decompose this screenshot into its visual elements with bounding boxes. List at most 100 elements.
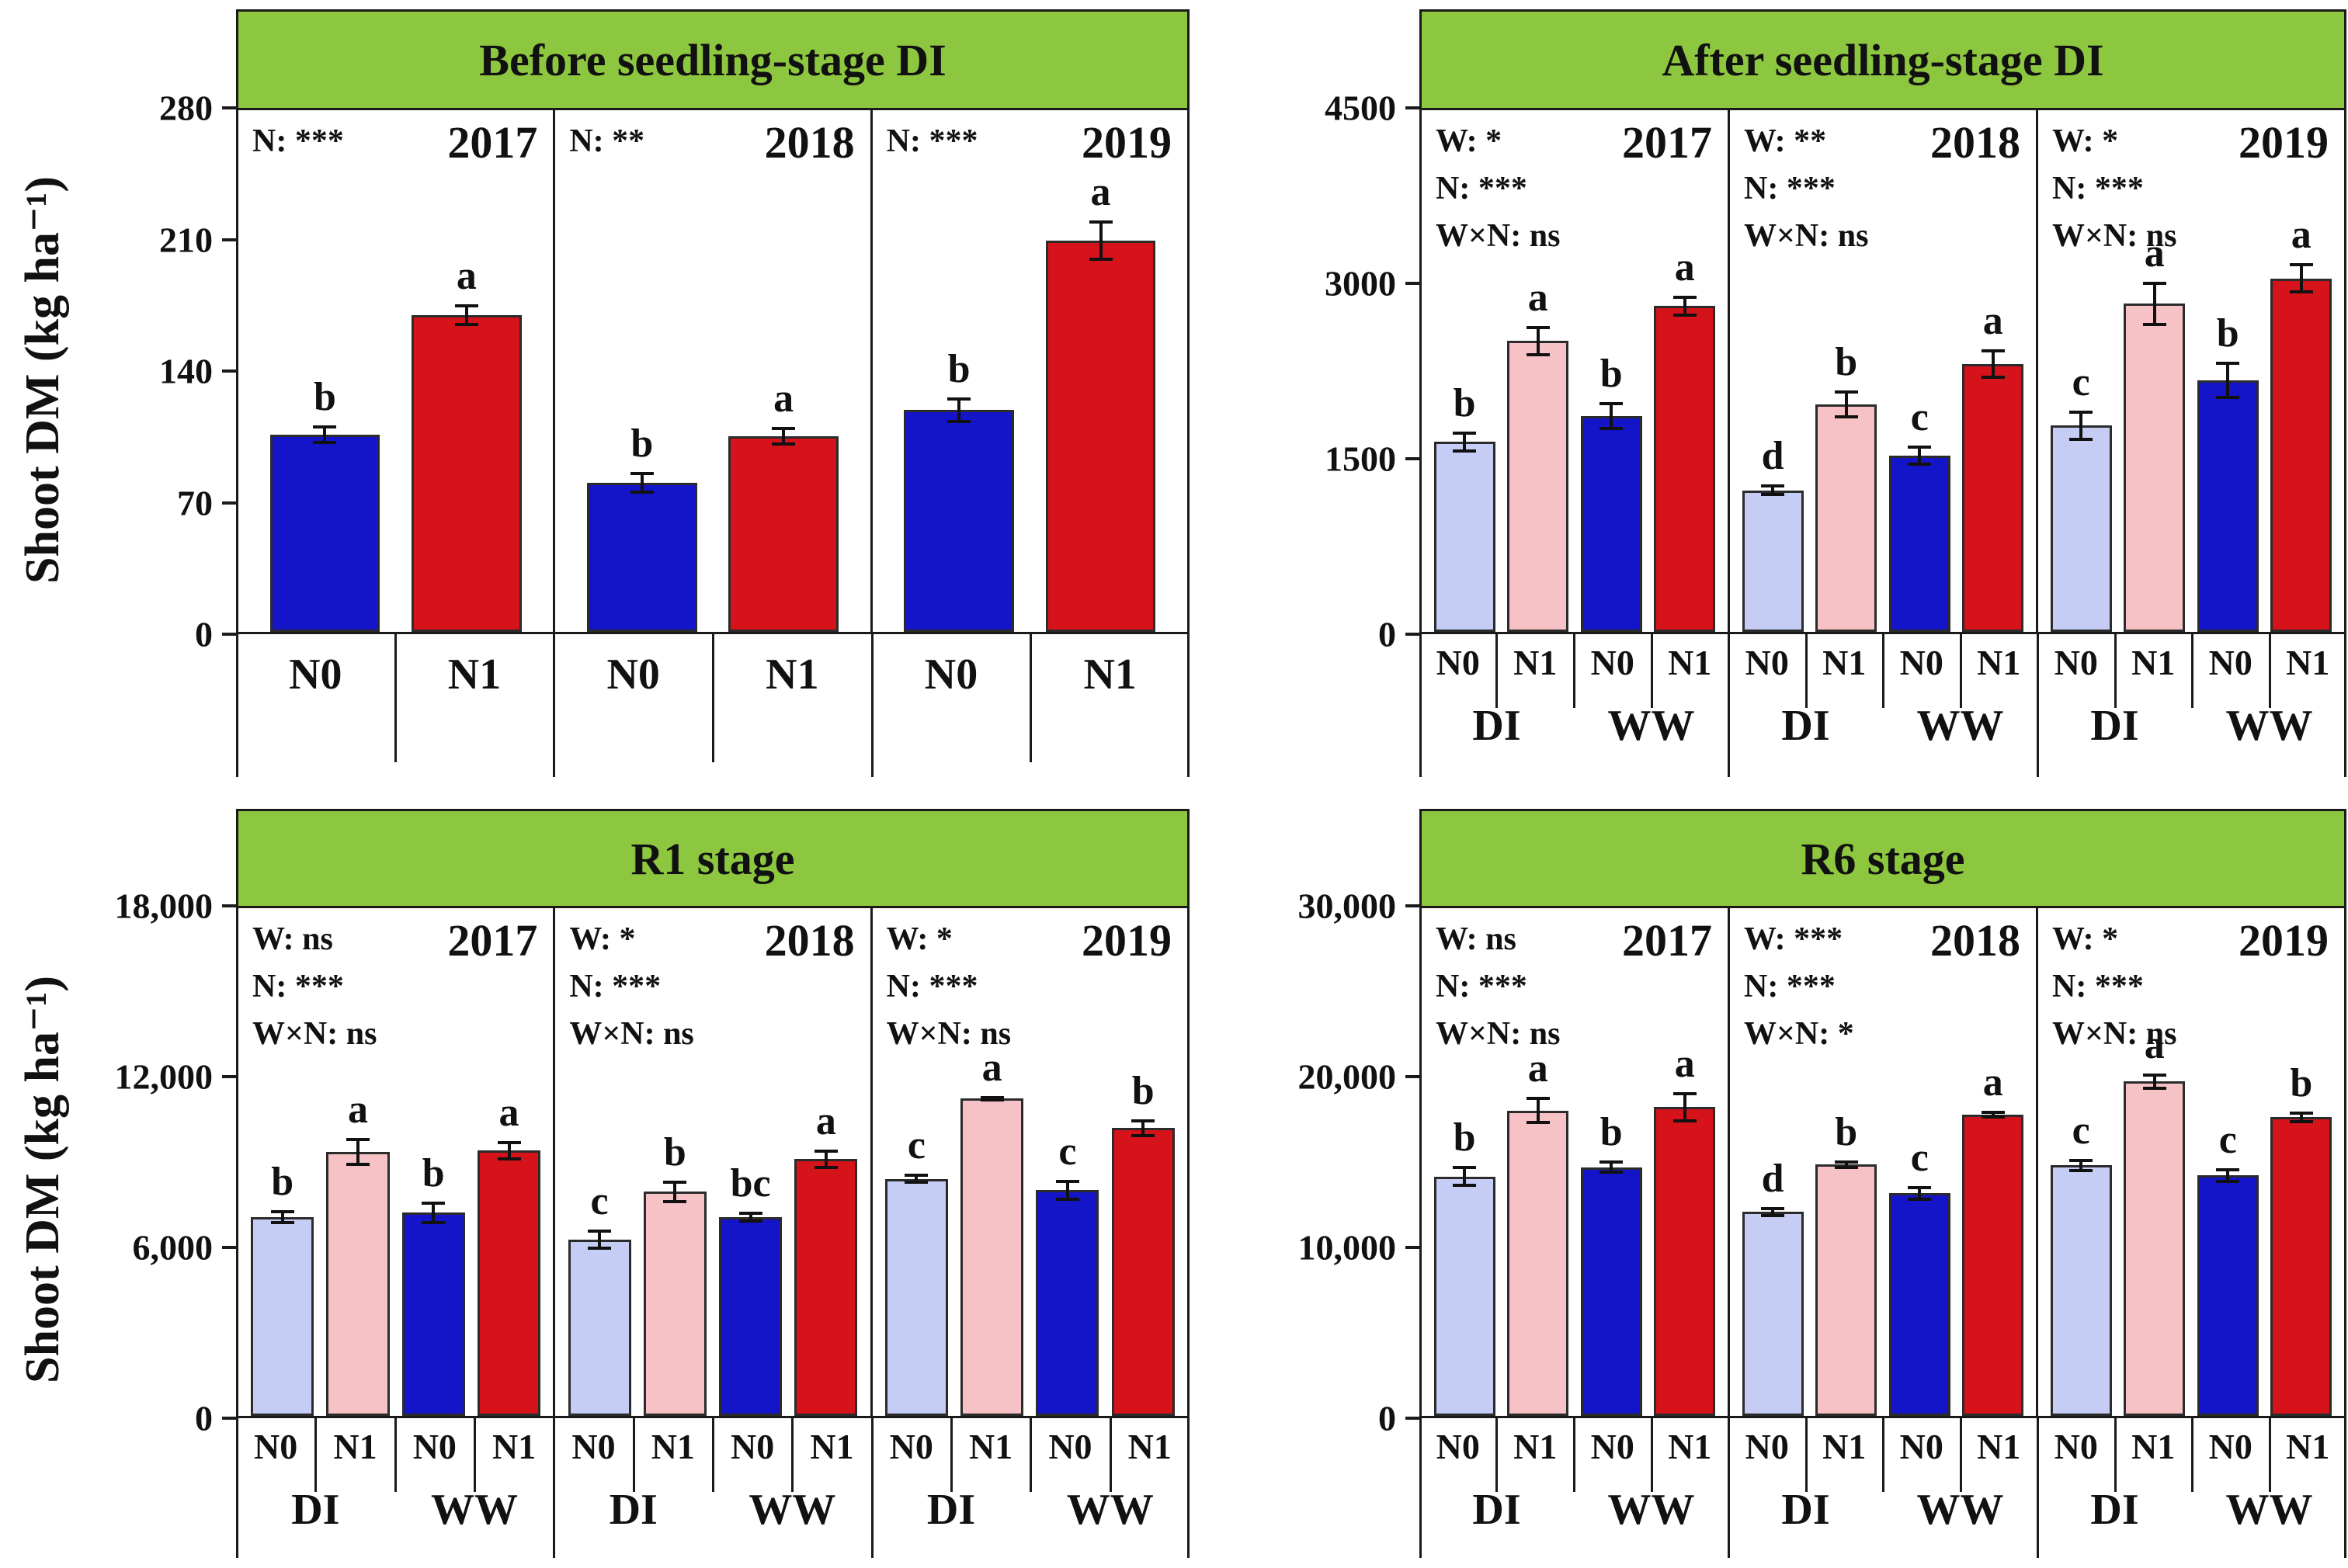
anova-stats: W: * N: *** W×N: ns xyxy=(1436,118,1560,260)
x-separator-year xyxy=(2344,634,2346,777)
year-subpanel-2017: N: *** 2017 b a xyxy=(238,110,553,632)
error-bar-cap-top xyxy=(270,1209,294,1213)
error-bar xyxy=(2142,1073,2166,1091)
error-bar-cap-top xyxy=(422,1201,446,1205)
y-tick-mark xyxy=(222,238,236,241)
error-bar-cap-top xyxy=(2289,263,2313,267)
bars-group: d b c a xyxy=(1730,110,2036,632)
significance-letter: d xyxy=(1761,1156,1784,1201)
error-bar-line xyxy=(1918,445,1922,467)
bar-DI-N1: a xyxy=(1507,276,1569,632)
x-separator-minor xyxy=(394,1418,397,1492)
error-bar-cap-bottom xyxy=(2289,1119,2313,1123)
anova-stat-line: W×N: ns xyxy=(252,1015,377,1052)
significance-letter: c xyxy=(1058,1129,1077,1174)
x-label-WW-N1: N1 xyxy=(1127,1427,1172,1466)
bar-WW-N1: a xyxy=(2270,213,2332,632)
error-bar-cap-top xyxy=(2216,362,2240,366)
error-bar xyxy=(1981,1110,2005,1119)
significance-letter: b xyxy=(2290,1060,2313,1105)
x-separator-year xyxy=(1727,634,1730,777)
error-bar-line xyxy=(1683,295,1686,317)
n-treatment-row: N0 N1 N0 N1 N0 N1 xyxy=(236,634,1190,720)
y-tick-mark xyxy=(222,904,236,907)
x-label-WW-N1: N1 xyxy=(2286,1427,2330,1466)
bar-WW-N0: c xyxy=(1888,1136,1950,1416)
significance-letter: b xyxy=(947,346,971,391)
x-label-DI-N0: N0 xyxy=(1745,643,1789,682)
error-bar-line xyxy=(782,427,786,446)
x-group-label-DI: DI xyxy=(1472,1486,1521,1534)
year-label: 2017 xyxy=(447,117,538,168)
y-tick-label: 0 xyxy=(195,614,213,654)
significance-letter: b xyxy=(1835,1109,1858,1154)
error-bar xyxy=(905,1174,929,1185)
error-bar xyxy=(2289,263,2313,293)
error-bar xyxy=(1672,1091,1697,1122)
x-separator-year xyxy=(870,634,874,777)
year-label: 2017 xyxy=(1622,117,1712,168)
x-label-WW-N1: N1 xyxy=(1977,1427,2021,1466)
year-label: 2019 xyxy=(1081,915,1172,966)
error-bar-line xyxy=(1918,1185,1922,1202)
y-axis-ticks: 0 10,000 20,000 30,000 xyxy=(1275,886,1419,1438)
water-treatment-row: DI WW DI WW DI WW xyxy=(1419,696,2346,774)
error-bar-cap-bottom xyxy=(1453,449,1477,453)
error-bar xyxy=(1526,325,1550,356)
significance-letter: a xyxy=(1527,1046,1548,1091)
y-tick-mark xyxy=(1405,904,1419,907)
bars-group: d b c a xyxy=(1730,908,2036,1416)
x-separator-minor xyxy=(2114,1418,2117,1492)
bar-N0: b xyxy=(269,375,380,632)
error-bar-cap-top xyxy=(814,1149,838,1153)
anova-stat-line: W×N: ns xyxy=(2052,1015,2177,1052)
y-tick-label: 6,000 xyxy=(132,1227,214,1268)
year-subpanel-2017: W: ns N: *** W×N: ns 2017 b a b a xyxy=(1422,908,1728,1416)
plot-area-r1-stage: W: ns N: *** W×N: ns 2017 b a b a W: * N: *** W×N:… xyxy=(236,906,1190,1418)
x-label-N1: N1 xyxy=(766,650,819,699)
error-bar-cap-top xyxy=(1453,1166,1477,1170)
x-separator-minor xyxy=(712,1418,714,1492)
error-bar-line xyxy=(2299,263,2303,293)
error-bar-line xyxy=(356,1138,359,1167)
error-bar-line xyxy=(2079,1158,2083,1173)
error-bar xyxy=(947,397,971,424)
significance-letter: d xyxy=(1761,434,1784,479)
error-bar-line xyxy=(464,304,468,327)
error-bar-line xyxy=(598,1230,602,1250)
error-bar-line xyxy=(323,425,327,444)
x-group-label-DI: DI xyxy=(1472,702,1521,750)
error-bar-line xyxy=(1536,325,1540,356)
x-separator-minor xyxy=(1650,634,1653,708)
y-tick-label: 12,000 xyxy=(114,1056,214,1097)
plot-area-after-seedling-stage-di: W: * N: *** W×N: ns 2017 b a b a W: ** N: *** W×N:… xyxy=(1419,108,2346,634)
error-bar-line xyxy=(1771,484,1775,497)
error-bar-cap-bottom xyxy=(1672,313,1697,317)
x-label-N0: N0 xyxy=(606,650,660,699)
x-separator-minor xyxy=(1572,1418,1575,1492)
x-separator-minor xyxy=(791,1418,794,1492)
error-bar-line xyxy=(1099,220,1103,262)
y-tick-mark xyxy=(222,1246,236,1249)
significance-letter: a xyxy=(815,1098,836,1143)
x-label-N1: N1 xyxy=(1083,650,1137,699)
anova-stats: W: * N: *** W×N: ns xyxy=(2052,916,2176,1058)
bar-WW-N0: b xyxy=(2197,311,2259,632)
y-tick-mark xyxy=(1405,1417,1419,1420)
y-tick-label: 210 xyxy=(159,220,213,259)
x-group-label-DI: DI xyxy=(1781,1486,1830,1534)
anova-stats: N: *** xyxy=(887,118,978,165)
anova-stats: N: ** xyxy=(569,118,644,165)
error-bar-cap-bottom xyxy=(2069,437,2093,441)
x-separator-minor xyxy=(1495,1418,1499,1492)
anova-stat-line: N: *** xyxy=(2052,170,2144,206)
x-label-DI-N0: N0 xyxy=(254,1427,298,1466)
x-separator-minor xyxy=(632,1418,635,1492)
x-separator-year xyxy=(553,634,556,777)
anova-stat-line: W: ** xyxy=(1744,123,1827,159)
error-bar-cap-bottom xyxy=(2216,1180,2240,1184)
year-subpanel-2018: W: ** N: *** W×N: ns 2018 d b c a xyxy=(1728,110,2036,632)
significance-letter: bc xyxy=(730,1160,771,1205)
